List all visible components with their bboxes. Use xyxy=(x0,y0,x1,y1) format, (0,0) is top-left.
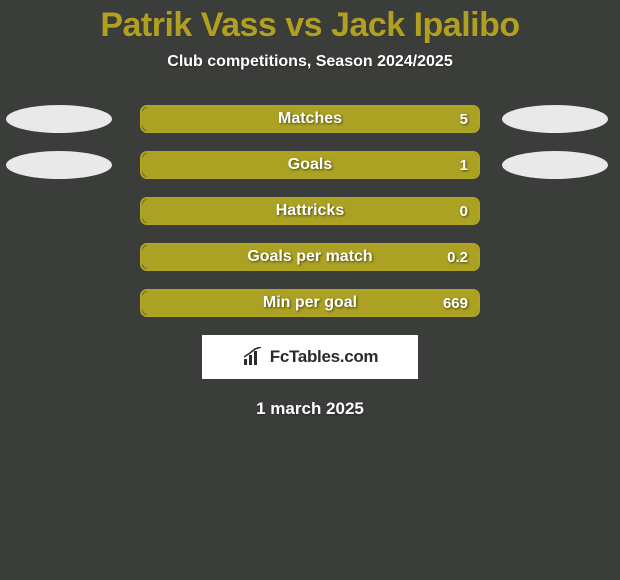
stat-bar-fill xyxy=(142,107,478,131)
stat-row: Goals per match0.2 xyxy=(0,243,620,271)
stat-value: 0.2 xyxy=(447,245,468,269)
bar-chart-icon xyxy=(242,347,264,367)
logo-text: FcTables.com xyxy=(270,347,379,367)
footer-date: 1 march 2025 xyxy=(0,399,620,419)
stat-value: 1 xyxy=(460,153,468,177)
stat-bar-fill xyxy=(142,199,478,223)
stat-row: Goals1 xyxy=(0,151,620,179)
stat-row: Matches5 xyxy=(0,105,620,133)
stat-bar: Goals1 xyxy=(140,151,480,179)
page-title: Patrik Vass vs Jack Ipalibo xyxy=(0,0,620,45)
player-marker-left xyxy=(6,105,112,133)
stat-row: Hattricks0 xyxy=(0,197,620,225)
stat-bar: Hattricks0 xyxy=(140,197,480,225)
stat-bar-fill xyxy=(142,245,478,269)
player-marker-right xyxy=(502,151,608,179)
comparison-infographic: Patrik Vass vs Jack Ipalibo Club competi… xyxy=(0,0,620,580)
stat-value: 0 xyxy=(460,199,468,223)
player-marker-right xyxy=(502,105,608,133)
stat-bar: Goals per match0.2 xyxy=(140,243,480,271)
stat-bar: Min per goal669 xyxy=(140,289,480,317)
stat-rows: Matches5 Goals1 Hattricks0 Goals per match0… xyxy=(0,105,620,317)
stat-bar: Matches5 xyxy=(140,105,480,133)
logo-badge: FcTables.com xyxy=(202,335,418,379)
subtitle: Club competitions, Season 2024/2025 xyxy=(0,53,620,71)
stat-value: 5 xyxy=(460,107,468,131)
player-marker-left xyxy=(6,151,112,179)
stat-row: Min per goal669 xyxy=(0,289,620,317)
stat-value: 669 xyxy=(443,291,468,315)
stat-bar-fill xyxy=(142,153,478,177)
stat-bar-fill xyxy=(142,291,478,315)
